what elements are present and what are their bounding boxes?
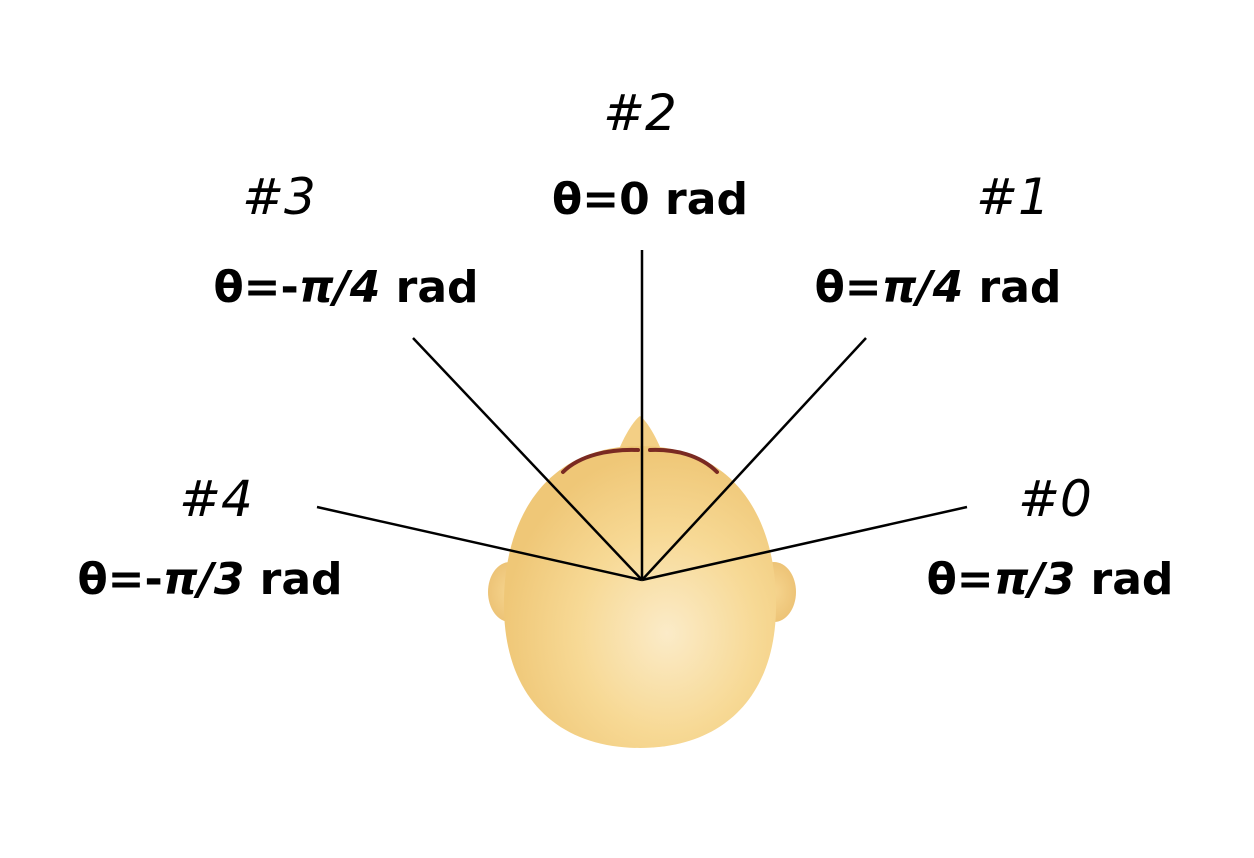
ray-0 [641,505,968,582]
ray-4 [316,505,643,582]
mic-angle-0: θ=π/3 rad [927,554,1174,605]
mic-index-1: #1 [976,168,1050,226]
mic-label-0: #0 θ=π/3 rad [927,470,1174,605]
ray-1 [641,337,867,581]
mic-label-1: #1 θ=π/4 rad [815,168,1062,313]
mic-angle-1: θ=π/4 rad [815,262,1062,313]
mic-label-3: #3 θ=-π/4 rad [213,168,478,313]
mic-angle-3: θ=-π/4 rad [213,262,478,313]
direction-rays [316,250,968,582]
mic-angle-2: θ=0 rad [552,174,748,225]
head-illustration [488,416,796,748]
hairline [561,447,719,474]
mic-label-4: #4 θ=-π/3 rad [77,470,342,605]
mic-index-2: #2 [603,84,677,142]
mic-angle-4: θ=-π/3 rad [77,554,342,605]
mic-label-2: #2 θ=0 rad [552,84,748,225]
nose-tip [618,416,662,452]
ray-3 [412,337,643,581]
mic-index-0: #0 [1018,470,1092,528]
mic-index-4: #4 [179,470,253,528]
mic-index-3: #3 [242,168,316,226]
head-shape [503,446,777,748]
